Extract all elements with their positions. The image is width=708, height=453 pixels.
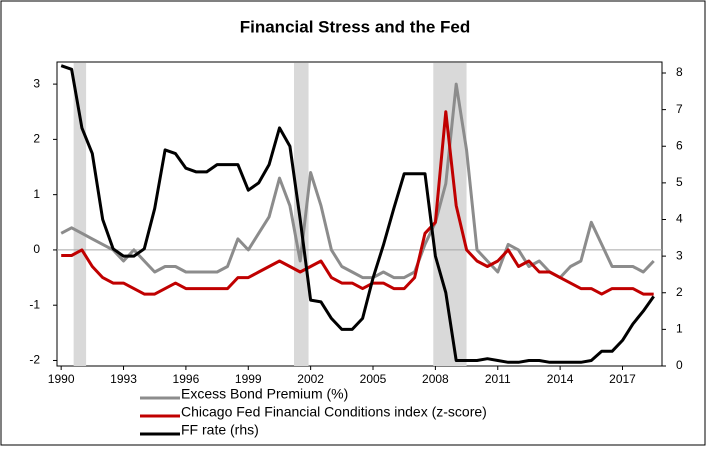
legend-label: Chicago Fed Financial Conditions index (…: [181, 404, 487, 420]
y-tick-label: 0: [33, 242, 40, 256]
x-tick-label: 1993: [110, 372, 137, 386]
y-tick-label: 2: [33, 132, 40, 146]
y2-tick-label: 4: [676, 212, 683, 226]
x-tick-label: 2008: [422, 372, 449, 386]
legend-label: Excess Bond Premium (%): [181, 386, 348, 402]
x-tick-label: 1990: [48, 372, 75, 386]
x-tick-label: 2005: [360, 372, 387, 386]
recession-shade: [73, 63, 87, 366]
x-tick-label: 1996: [173, 372, 200, 386]
recession-shade: [294, 63, 309, 366]
y2-tick-label: 3: [676, 248, 683, 262]
y-tick-label: -1: [29, 297, 40, 311]
x-tick-label: 2011: [485, 372, 511, 386]
y2-tick-label: 6: [676, 138, 683, 152]
y-tick-label: 3: [33, 76, 40, 90]
y2-tick-label: 5: [676, 175, 683, 189]
x-tick-label: 2017: [609, 372, 636, 386]
y-tick-label: 1: [33, 187, 40, 201]
plot-border: [56, 61, 663, 367]
x-tick-label: 1999: [235, 372, 262, 386]
chart-title: Financial Stress and the Fed: [240, 17, 471, 36]
y2-tick-label: 2: [676, 285, 683, 299]
y2-tick-label: 8: [676, 65, 683, 79]
y2-tick-label: 0: [676, 358, 683, 372]
series-line: [60, 64, 655, 364]
y-tick-label: -2: [29, 353, 40, 367]
x-tick-label: 2002: [297, 372, 324, 386]
y2-tick-label: 1: [676, 322, 683, 336]
series-line: [61, 110, 654, 296]
legend-label: FF rate (rhs): [181, 422, 259, 438]
x-tick-label: 2014: [547, 372, 574, 386]
y2-tick-label: 7: [676, 102, 683, 116]
